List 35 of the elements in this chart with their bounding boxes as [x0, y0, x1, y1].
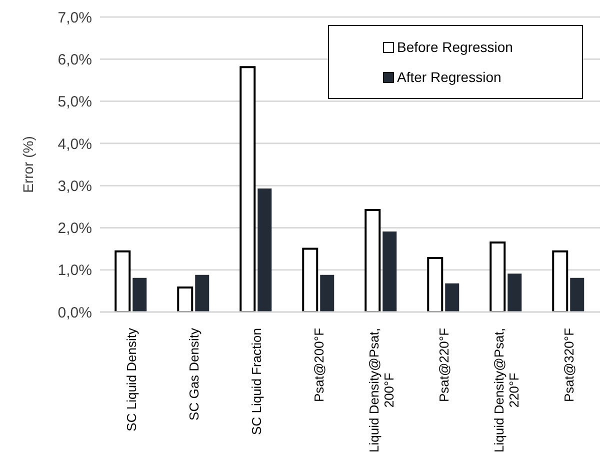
bar [195, 274, 210, 312]
bar [445, 283, 460, 312]
bar [240, 66, 256, 312]
x-tick-label: Psat@200°F [311, 328, 326, 402]
bar [114, 250, 131, 312]
bar [552, 250, 568, 312]
x-tick-label: Psat@220°F [436, 328, 452, 402]
bar [427, 257, 444, 312]
bar [570, 278, 584, 312]
y-axis-title: Error (%) [20, 136, 36, 193]
bar [364, 209, 381, 312]
y-tick-label: 6,0% [58, 51, 92, 68]
bar [132, 278, 147, 312]
y-tick-label: 5,0% [58, 94, 92, 111]
x-tick-label: SC Liquid Fraction [248, 328, 264, 435]
bar [302, 248, 318, 312]
legend-label: After Regression [397, 69, 502, 85]
y-tick-label: 7,0% [58, 9, 92, 26]
x-tick-label: SC Liquid Density [124, 328, 139, 432]
y-tick-label: 0,0% [58, 304, 92, 322]
bar [382, 232, 397, 312]
bar [508, 274, 522, 312]
y-tick-label: 4,0% [58, 136, 92, 153]
bar [258, 188, 272, 312]
y-tick-label: 1,0% [58, 262, 92, 280]
y-tick-label: 3,0% [58, 178, 92, 195]
legend-label: Before Regression [397, 39, 513, 55]
bar [320, 274, 334, 312]
x-tick-label: Liquid Density@Psat, 220°F [491, 328, 522, 452]
bar [490, 241, 506, 312]
x-tick-label: Psat@320°F [561, 328, 576, 402]
y-tick-label: 2,0% [58, 220, 92, 238]
bar [177, 286, 194, 312]
x-tick-label: Liquid Density@Psat, 200°F [366, 328, 396, 452]
x-tick-label: SC Gas Density [186, 328, 202, 420]
